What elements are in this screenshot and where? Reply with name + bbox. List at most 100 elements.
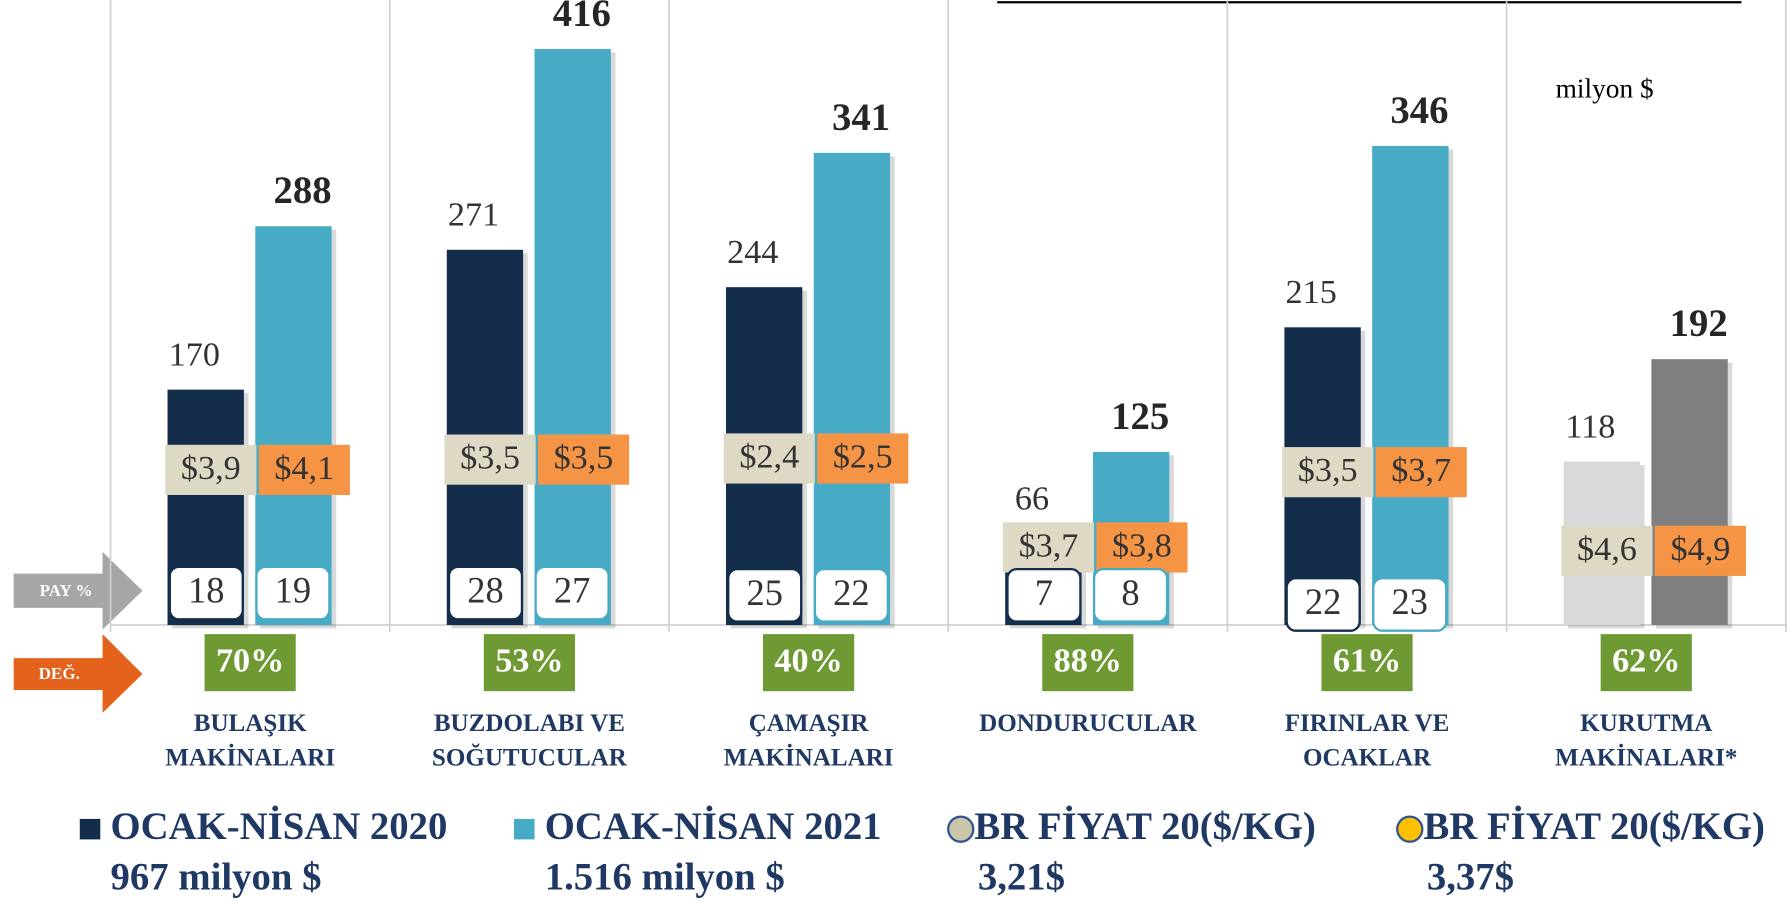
share-label: 22 — [833, 572, 869, 613]
share-label: 28 — [467, 570, 503, 611]
bar-value-label: 244 — [727, 234, 778, 271]
price-label: $3,5 — [460, 440, 520, 477]
change-box — [1600, 634, 1692, 692]
legend-text: BR FİYAT 20($/KG) — [1423, 805, 1764, 848]
change-label: 53% — [495, 643, 563, 680]
price-box — [1654, 525, 1746, 576]
legend-text: 3,21$ — [978, 855, 1065, 898]
change-label: 40% — [774, 643, 842, 680]
price-box — [1282, 447, 1374, 498]
price-box — [444, 434, 536, 485]
price-box — [723, 433, 815, 484]
bar-value-label: 341 — [832, 96, 890, 139]
price-label: $4,1 — [274, 450, 334, 487]
legend-text: 1.516 milyon $ — [545, 855, 785, 898]
share-box — [447, 565, 524, 621]
x-tick-label: MAKİNALARI — [724, 743, 894, 771]
price-label: $3,7 — [1391, 452, 1451, 489]
x-tick-label: DONDURUCULAR — [979, 710, 1197, 737]
share-box — [255, 565, 331, 621]
share-box — [1006, 567, 1082, 623]
price-box — [1561, 525, 1653, 576]
change-box — [763, 634, 855, 692]
share-label: 25 — [746, 572, 782, 613]
x-tick-label: MAKİNALARI* — [1555, 743, 1737, 771]
price-box — [537, 434, 630, 485]
bar-value-label: 288 — [274, 169, 332, 212]
bar-value-label: 346 — [1390, 89, 1448, 132]
legend-swatch — [79, 818, 101, 840]
change-label: 70% — [216, 643, 284, 680]
change-box — [204, 634, 296, 692]
bar — [534, 49, 611, 625]
share-label: 27 — [554, 570, 590, 611]
legend-text: 3,37$ — [1427, 855, 1514, 898]
bar-value-label: 271 — [448, 197, 499, 234]
share-label: 8 — [1121, 572, 1139, 613]
share-box — [1372, 577, 1448, 632]
legend-marker — [1396, 815, 1424, 843]
x-tick-label: SOĞUTUCULAR — [432, 742, 628, 771]
change-label: 62% — [1612, 643, 1680, 680]
price-label: $2,4 — [739, 438, 799, 475]
x-tick-label: ÇAMAŞIR — [749, 710, 870, 737]
share-label: 23 — [1392, 581, 1428, 622]
price-box — [165, 444, 257, 495]
x-tick-label: MAKİNALARI — [165, 743, 335, 771]
change-label: DEĞ. — [39, 664, 80, 683]
x-tick-label: KURUTMA — [1580, 710, 1712, 737]
change-box — [1321, 634, 1413, 692]
x-tick-label: FIRINLAR VE — [1285, 710, 1450, 737]
share-box — [534, 565, 610, 621]
legend-marker — [947, 815, 975, 843]
price-box — [817, 433, 909, 484]
share-label: 18 — [188, 570, 224, 611]
x-tick-label: BULAŞIK — [194, 710, 307, 737]
bar-value-label: 66 — [1015, 481, 1049, 518]
price-label: $4,6 — [1577, 531, 1637, 568]
legend-text: 967 milyon $ — [111, 855, 322, 898]
bar — [1651, 359, 1728, 625]
price-label: $3,5 — [554, 440, 614, 477]
bar-value-label: 118 — [1565, 409, 1615, 446]
price-label: $2,5 — [833, 438, 893, 475]
share-box — [1092, 567, 1169, 623]
change-box — [483, 634, 575, 692]
bar — [255, 226, 332, 625]
bar-value-label: 125 — [1111, 395, 1169, 438]
unit-annotation: milyon $ — [1556, 74, 1654, 104]
legend-text: OCAK-NİSAN 2020 — [111, 805, 448, 848]
share-label: PAY % — [40, 581, 93, 600]
price-box — [1375, 447, 1467, 498]
share-box — [813, 567, 889, 623]
bar — [1372, 145, 1449, 625]
price-label: $3,9 — [181, 450, 241, 487]
bar-value-label: 192 — [1670, 302, 1728, 345]
x-tick-label: OCAKLAR — [1303, 744, 1432, 771]
share-label: 7 — [1035, 572, 1053, 613]
legend-text: BR FİYAT 20($/KG) — [974, 805, 1315, 848]
change-label: 61% — [1333, 643, 1401, 680]
bar-value-label: 215 — [1286, 274, 1337, 311]
legend-text: OCAK-NİSAN 2021 — [545, 805, 882, 848]
price-label: $3,5 — [1298, 452, 1358, 489]
change-arrow — [13, 634, 143, 713]
change-label: 88% — [1054, 643, 1122, 680]
share-label: 19 — [275, 570, 311, 611]
legend-swatch — [513, 818, 535, 840]
price-box — [258, 444, 350, 495]
share-box — [1285, 577, 1361, 632]
bar — [813, 152, 891, 625]
bar-value-label: 416 — [553, 0, 611, 35]
share-box — [727, 567, 803, 623]
price-label: $3,8 — [1112, 527, 1172, 564]
price-box — [1002, 522, 1095, 573]
change-box — [1042, 634, 1134, 692]
share-box — [168, 565, 244, 621]
price-label: $4,9 — [1670, 531, 1730, 568]
price-box — [1096, 522, 1188, 573]
price-label: $3,7 — [1019, 527, 1079, 564]
x-tick-label: BUZDOLABI VE — [434, 710, 625, 737]
share-label: 22 — [1305, 581, 1341, 622]
